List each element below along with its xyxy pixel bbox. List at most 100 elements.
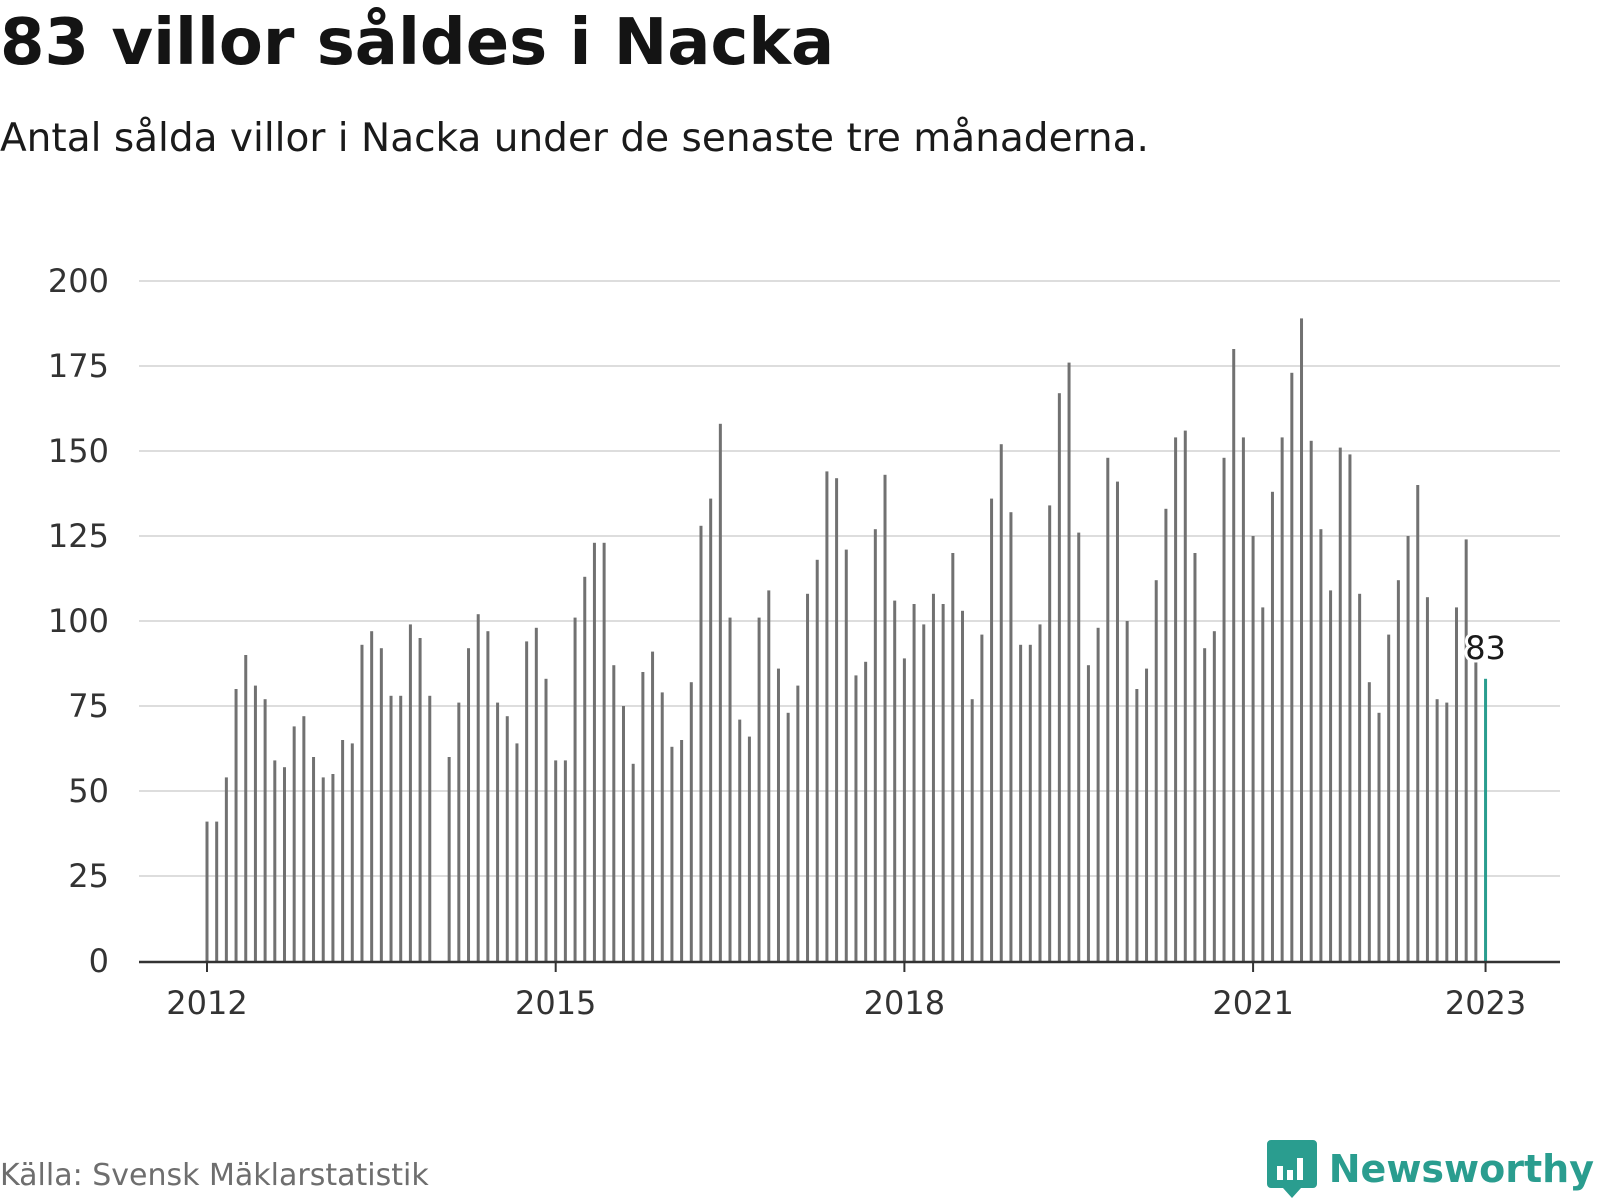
bar — [215, 821, 219, 961]
bar — [1057, 393, 1061, 961]
x-tick-label: 2015 — [515, 984, 596, 1022]
bar — [1125, 621, 1129, 961]
bar — [554, 760, 558, 961]
bar — [1154, 580, 1158, 961]
bar — [428, 695, 432, 961]
bar — [1309, 440, 1313, 961]
bar — [1212, 631, 1216, 961]
bar — [476, 614, 480, 961]
bar — [592, 542, 596, 961]
bar — [844, 549, 848, 961]
bar — [1416, 485, 1420, 961]
bar — [273, 760, 277, 961]
bar — [941, 604, 945, 961]
bar — [312, 757, 316, 961]
bar — [999, 444, 1003, 961]
bar — [350, 743, 354, 961]
bar — [253, 685, 257, 961]
bar — [912, 604, 916, 961]
bar — [282, 767, 286, 961]
bar — [747, 736, 751, 961]
bar — [389, 695, 393, 961]
highlight-label: 83 — [1465, 629, 1506, 667]
bar — [1164, 508, 1168, 961]
bar — [447, 757, 451, 961]
bar — [970, 699, 974, 961]
bar — [486, 631, 490, 961]
bar — [1019, 644, 1023, 961]
bar — [379, 648, 383, 961]
source-note: Källa: Svensk Mäklarstatistik — [0, 1158, 429, 1193]
y-tick-label: 0 — [89, 942, 109, 980]
bar — [457, 702, 461, 961]
bar-highlight — [1484, 678, 1488, 961]
bar — [1183, 430, 1187, 962]
bar — [1290, 372, 1294, 961]
bar — [883, 474, 887, 961]
bar — [1348, 454, 1352, 961]
bar — [1028, 644, 1032, 961]
bar — [370, 631, 374, 961]
bar — [1067, 362, 1071, 962]
brand-logo: Newsworthy — [1266, 1140, 1594, 1198]
chart-title: 83 villor såldes i Nacka — [0, 6, 835, 80]
bar — [786, 712, 790, 961]
bar — [1387, 634, 1391, 961]
x-tick-label: 2012 — [166, 984, 247, 1022]
y-tick-label: 100 — [48, 602, 109, 640]
bar — [224, 777, 228, 961]
bar — [525, 641, 529, 961]
bar — [776, 668, 780, 961]
bar — [806, 593, 810, 961]
bar — [302, 716, 306, 961]
bar — [990, 498, 994, 961]
bar — [1009, 512, 1013, 961]
bar — [1338, 447, 1342, 962]
bar — [951, 553, 955, 961]
gridlines — [139, 280, 1560, 877]
bars — [205, 318, 1488, 962]
bar — [1464, 539, 1468, 961]
bar — [738, 719, 742, 961]
y-tick-label: 175 — [48, 347, 109, 385]
brand-name: Newsworthy — [1328, 1147, 1594, 1191]
bar — [728, 617, 732, 961]
bar — [699, 525, 703, 961]
bar — [1358, 593, 1362, 961]
bar — [873, 529, 877, 961]
bar — [1145, 668, 1149, 961]
bar — [1096, 627, 1100, 961]
bar — [505, 716, 509, 961]
bar — [234, 689, 238, 961]
bar — [1232, 349, 1236, 961]
bar — [1135, 689, 1139, 961]
bar — [660, 692, 664, 961]
bar — [621, 706, 625, 961]
bar — [796, 685, 800, 961]
bar — [399, 695, 403, 961]
bar — [709, 498, 713, 961]
bar — [680, 740, 684, 961]
bar — [1270, 491, 1274, 961]
bar — [1115, 481, 1119, 961]
y-tick-label: 50 — [68, 772, 109, 810]
bar — [767, 590, 771, 961]
bar — [1193, 553, 1197, 961]
bar — [1174, 437, 1178, 961]
bar — [815, 559, 819, 961]
bar — [1106, 457, 1110, 961]
bar — [670, 746, 674, 961]
bar — [825, 471, 829, 961]
bar — [408, 624, 412, 961]
bar — [1474, 661, 1478, 961]
y-axis-labels: 0 25 50 75 100 125 150 175 200 — [48, 262, 109, 980]
bar — [631, 763, 635, 961]
x-tick-label: 2018 — [864, 984, 945, 1022]
bar — [641, 672, 645, 961]
bar — [515, 743, 519, 961]
bar — [292, 726, 296, 961]
bar — [718, 423, 722, 961]
y-tick-label: 150 — [48, 432, 109, 470]
bar — [1261, 607, 1265, 961]
bar — [496, 702, 500, 961]
